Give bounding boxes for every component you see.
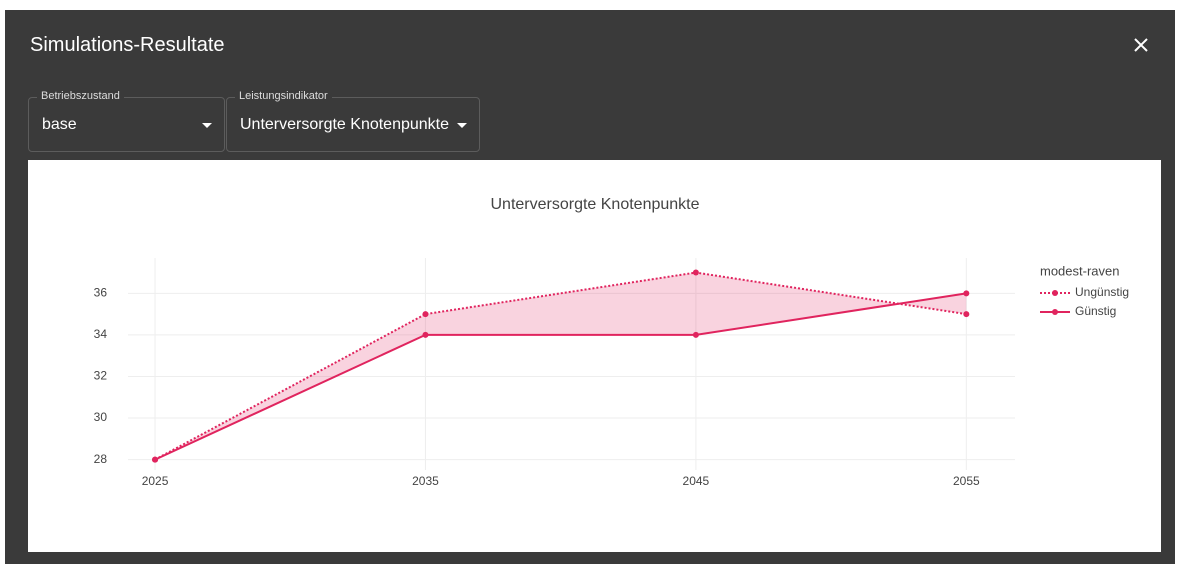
y-tick-label: 30	[94, 410, 108, 424]
dialog-title: Simulations-Resultate	[30, 34, 225, 56]
point	[692, 331, 699, 338]
select[interactable]: Betriebszustand base	[28, 90, 225, 152]
select-label: Betriebszustand	[37, 90, 124, 102]
series-line	[154, 292, 967, 461]
x-tick-label: 2035	[412, 474, 439, 488]
legend-title: modest-raven	[1040, 263, 1119, 278]
legend-swatch	[1052, 309, 1058, 315]
y-tick-label: 28	[94, 452, 108, 466]
select-value: base	[42, 116, 77, 133]
point	[963, 290, 970, 297]
select[interactable]: Leistungsindikator Unterversorgte Knoten…	[226, 90, 480, 152]
legend-label: Günstig	[1075, 304, 1116, 318]
select-label: Leistungsindikator	[235, 90, 332, 102]
point	[692, 269, 699, 276]
dropdown-arrow	[457, 123, 467, 128]
point	[422, 311, 429, 318]
point	[152, 456, 159, 463]
y-tick-label: 34	[94, 327, 108, 341]
y-tick-label: 32	[94, 369, 108, 383]
chart: Unterversorgte Knotenpunkte modest-raven…	[28, 160, 1161, 552]
y-tick-label: 36	[94, 286, 108, 300]
x-tick-label: 2025	[142, 474, 169, 488]
fill-area	[155, 272, 967, 460]
chart-title: Unterversorgte Knotenpunkte	[490, 196, 699, 213]
point	[422, 331, 429, 338]
legend-label: Ungünstig	[1075, 285, 1129, 299]
point	[963, 311, 970, 318]
series-line	[154, 271, 967, 461]
close-button[interactable]	[1134, 38, 1148, 52]
chart-background	[28, 160, 1161, 552]
select-value: Unterversorgte Knotenpunkte	[240, 116, 450, 133]
x-tick-label: 2045	[683, 474, 710, 488]
x-tick-label: 2055	[953, 474, 980, 488]
dropdown-arrow	[202, 123, 212, 128]
legend-swatch	[1052, 290, 1058, 296]
